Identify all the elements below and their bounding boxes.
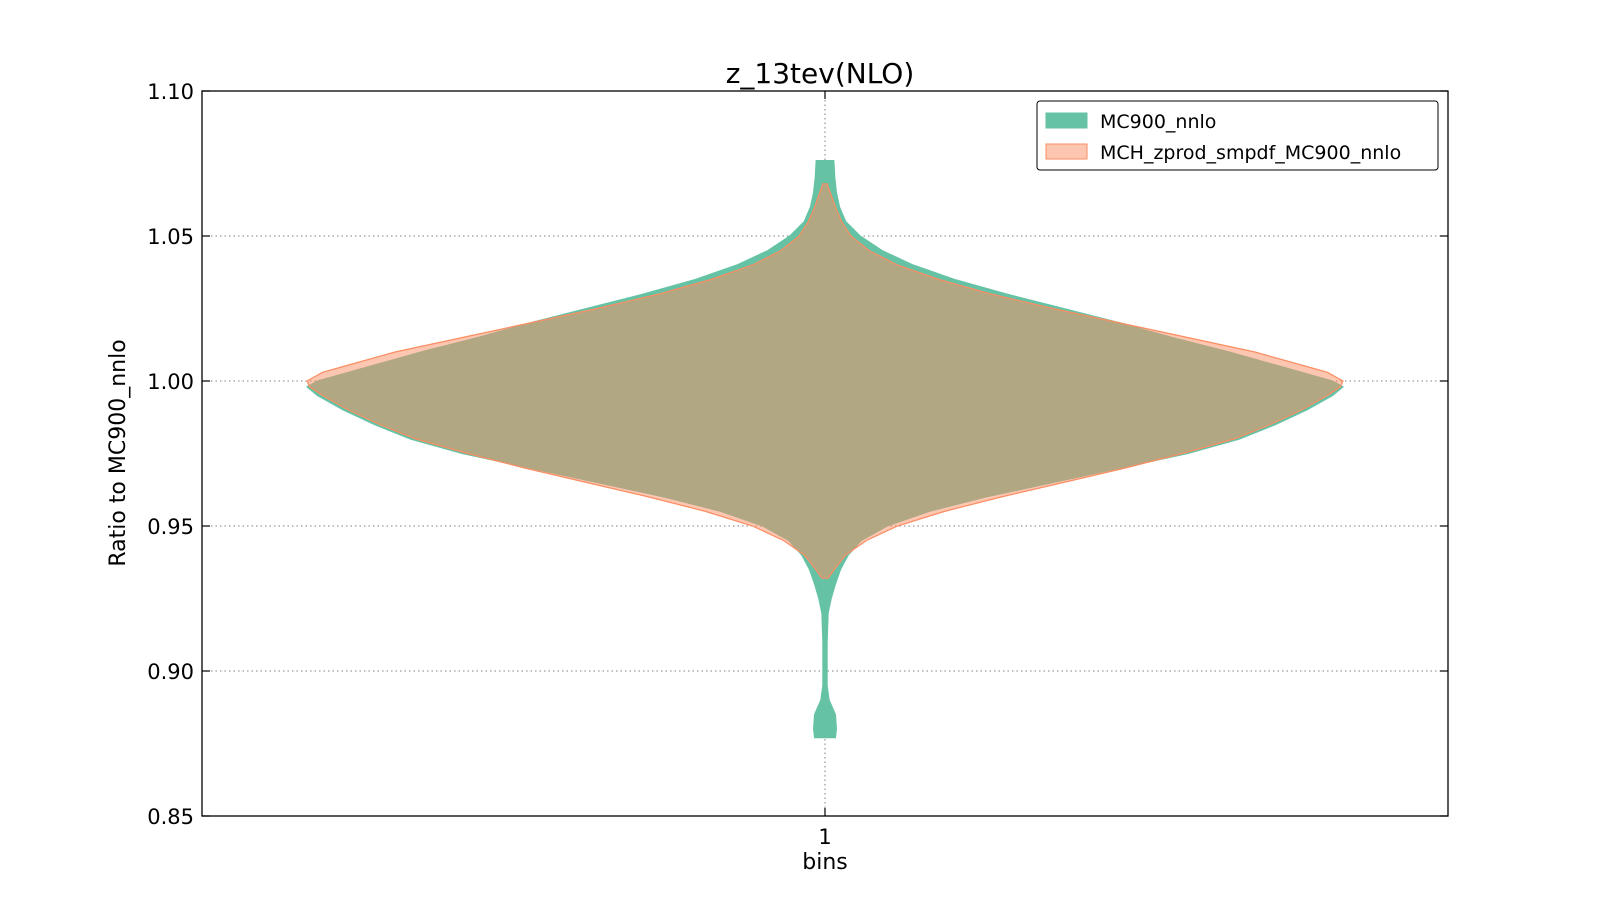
x-axis-label: bins [802, 850, 847, 875]
y-tick-label: 1.00 [147, 370, 194, 394]
violins [305, 160, 1345, 739]
legend-swatch [1045, 143, 1088, 160]
axis-ticks: 0.85 0.90 0.95 1.00 1.05 1.10 1 [147, 80, 1448, 849]
y-tick-label: 0.85 [147, 805, 194, 829]
x-tick-label: 1 [818, 825, 831, 849]
legend-label: MCH_zprod_smpdf_MC900_nnlo [1100, 142, 1401, 164]
chart-title: z_13tev(NLO) [726, 57, 915, 90]
legend-label: MC900_nnlo [1100, 111, 1216, 133]
y-tick-label: 0.90 [147, 660, 194, 684]
y-tick-label: 1.05 [147, 225, 194, 249]
legend-swatch [1045, 112, 1088, 129]
violin-mch-zprod-smpdf [306, 183, 1344, 579]
y-tick-label: 1.10 [147, 80, 194, 104]
y-tick-label: 0.95 [147, 515, 194, 539]
y-axis-label: Ratio to MC900_nnlo [106, 339, 131, 566]
legend: MC900_nnlo MCH_zprod_smpdf_MC900_nnlo [1036, 100, 1439, 171]
legend-box [1036, 100, 1439, 171]
